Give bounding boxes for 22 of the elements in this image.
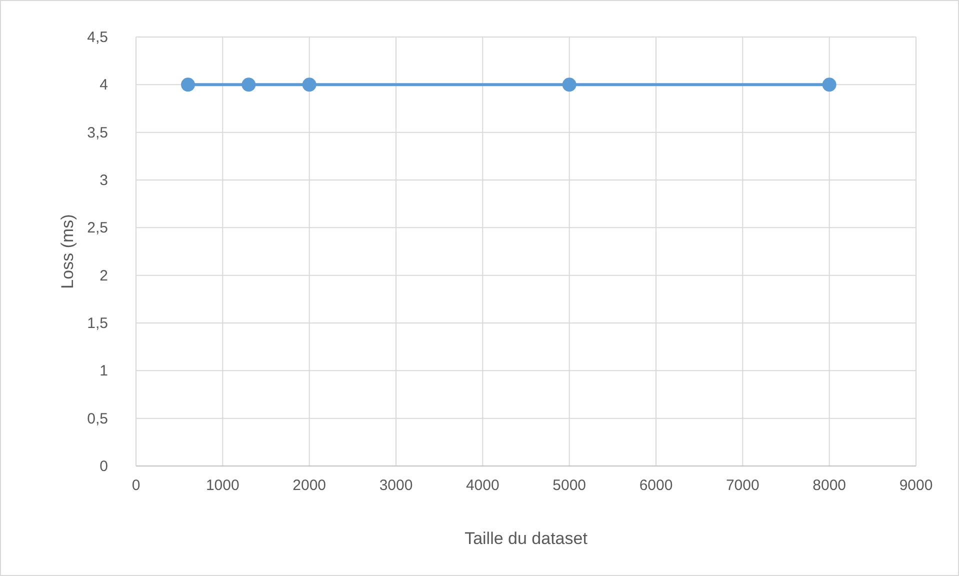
y-tick-label: 1 (100, 362, 108, 380)
y-tick-label: 2 (100, 267, 108, 284)
y-tick-label: 0,5 (87, 410, 108, 428)
x-tick-label: 2000 (292, 477, 326, 494)
y-tick-label: 3,5 (87, 124, 108, 142)
x-axis-title: Taille du dataset (464, 529, 588, 548)
y-axis-title: Loss (ms) (58, 214, 77, 289)
y-tick-label: 1,5 (87, 315, 108, 332)
x-tick-label: 6000 (639, 477, 673, 494)
x-tick-label: 9000 (899, 477, 933, 494)
x-tick-label: 7000 (726, 477, 760, 494)
x-tick-label: 1000 (206, 477, 240, 494)
x-tick-label: 8000 (812, 477, 846, 494)
x-tick-label: 5000 (552, 477, 586, 494)
y-tick-label: 0 (100, 458, 108, 475)
y-tick-label: 2,5 (87, 220, 108, 237)
y-tick-label: 4 (100, 76, 108, 94)
x-tick-label: 4000 (466, 477, 500, 494)
x-tick-label: 3000 (379, 477, 413, 494)
y-tick-label: 3 (100, 172, 108, 189)
x-tick-label: 0 (132, 477, 140, 494)
y-tick-label: 4,5 (87, 29, 108, 46)
